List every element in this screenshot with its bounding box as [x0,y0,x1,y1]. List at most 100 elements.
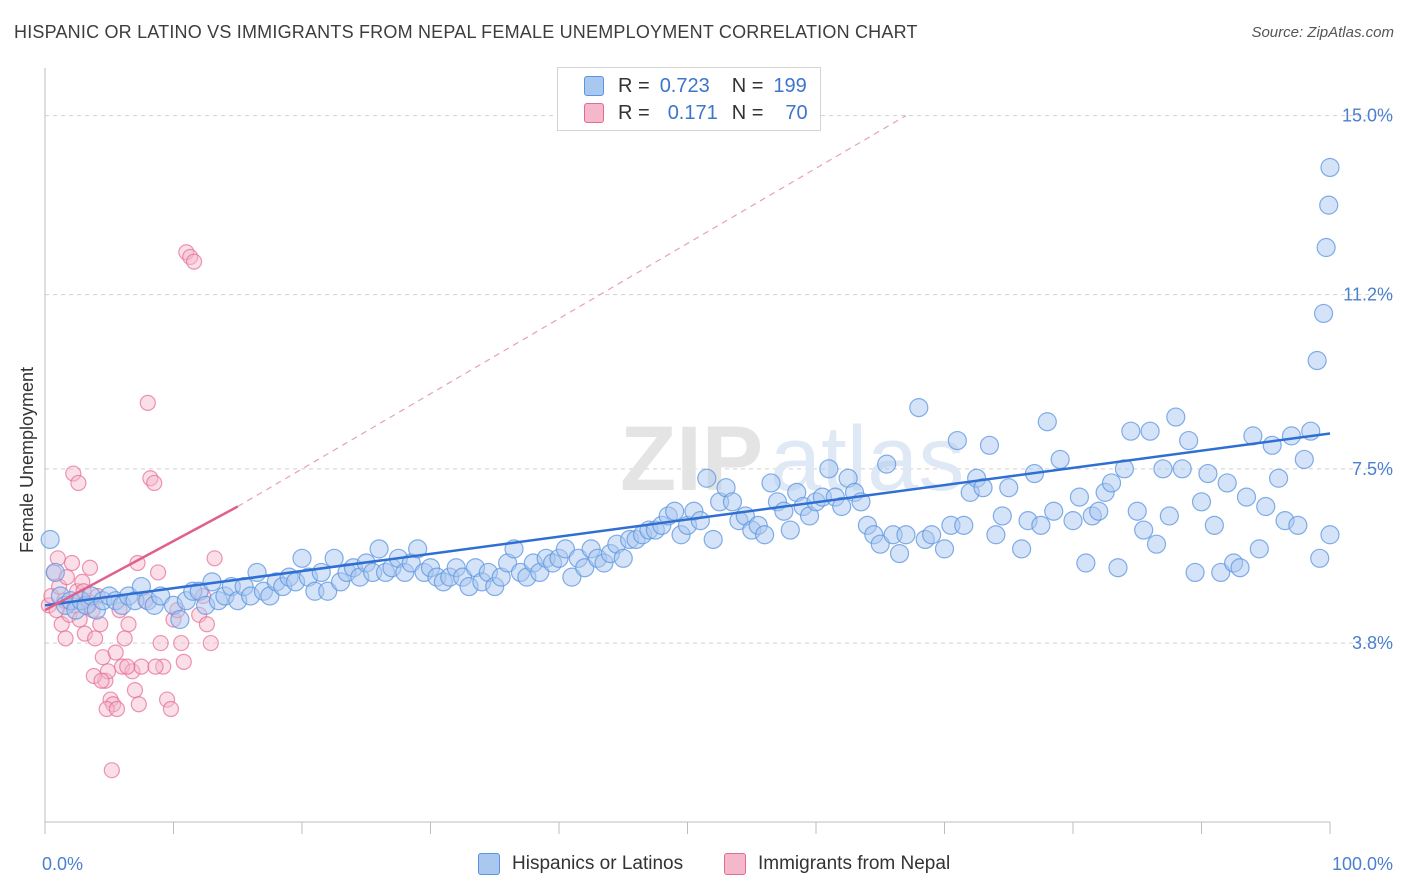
data-point-hispanic [877,454,897,474]
correlation-legend: R = 0.723 N = 199 R = 0.171 N = 70 [557,67,821,131]
data-point-hispanic [999,478,1019,498]
trend-line-hispanic [44,432,1331,607]
data-point-hispanic [1185,562,1205,583]
data-point-hispanic [324,548,344,568]
data-point-nepal [146,474,163,492]
data-point-hispanic [1198,463,1218,484]
data-point-nepal [93,672,110,689]
bottom-legend-label: Immigrants from Nepal [758,853,951,874]
watermark: ZIP [620,408,763,510]
data-point-hispanic [1063,511,1083,531]
legend-n-value: 70 [785,101,808,124]
data-point-hispanic [1262,435,1282,455]
data-point-hispanic [408,539,428,559]
data-point-nepal [70,474,87,492]
data-point-hispanic [1140,421,1160,441]
data-point-hispanic [318,581,338,601]
data-point-hispanic [722,492,743,512]
data-point-hispanic [819,459,839,479]
data-point-hispanic [1316,237,1336,258]
data-point-hispanic [1230,558,1250,578]
data-point-hispanic [934,539,955,559]
data-point-hispanic [1281,426,1302,446]
data-point-nepal [120,616,137,633]
data-point-hispanic [562,567,582,587]
data-point-hispanic [555,539,576,559]
data-point-nepal [108,700,126,718]
trend-line-nepal [44,505,239,612]
data-point-hispanic [889,543,910,564]
trend-lines [44,115,1331,612]
data-point-hispanic [1217,473,1237,493]
data-point-hispanic [1288,515,1308,535]
data-point-hispanic [870,534,890,554]
legend-r-value: 0.171 [667,101,718,124]
data-point-hispanic [1319,195,1339,215]
data-point-hispanic [575,558,595,578]
legend-r-label: R = [618,74,650,97]
data-point-hispanic [1044,501,1064,521]
tick-labels: 3.8% 7.5% 11.2% 15.0% 0.0% 100.0% Female Unemp… [17,106,1393,874]
data-point-hispanic [1236,487,1257,507]
data-point-hispanic [761,473,781,493]
data-point-hispanic [1011,539,1032,559]
data-point-hispanic [1134,520,1154,540]
data-point-nepal [65,465,82,482]
data-point-hispanic [754,525,775,545]
data-point-nepal [63,554,81,572]
data-point-nepal [57,630,74,647]
legend-row-hispanic: R = 0.723 N = 199 [584,74,807,98]
data-point-hispanic [954,515,974,535]
data-point-nepal [139,394,156,412]
data-point-hispanic [292,548,312,568]
bottom-legend-swatch-nepal [724,853,746,875]
data-point-nepal [202,634,219,652]
data-point-hispanic [896,525,916,545]
y-tick-label: 11.2% [1343,285,1393,305]
data-point-hispanic [1121,421,1141,441]
data-point-hispanic [1204,515,1224,535]
grid-lines [45,115,1390,644]
data-point-nepal [185,253,203,270]
legend-n-label: N = [731,74,764,97]
data-point-nepal [99,663,117,680]
data-point-hispanic [1031,515,1051,535]
legend-row-nepal: R = 0.171 N = 70 [584,101,808,125]
y-tick-label: 15.0% [1342,106,1393,126]
y-axis-title: Female Unemployment [17,367,37,553]
bottom-legend-label: Hispanics or Latinos [512,853,684,874]
data-point-hispanic [1313,303,1334,324]
data-point-hispanic [1159,506,1179,526]
data-point-nepal [162,700,180,718]
data-point-hispanic [1172,459,1192,479]
chart-title: HISPANIC OR LATINO VS IMMIGRANTS FROM NE… [14,22,918,42]
data-point-hispanic [986,525,1006,545]
y-tick-label: 7.5% [1352,459,1393,479]
data-point-hispanic [1256,496,1276,517]
series-hispanic [40,157,1340,630]
data-point-hispanic [947,430,967,451]
data-point-nepal [119,658,136,675]
data-point-nepal [152,634,169,652]
data-point-nepal [130,696,147,713]
bottom-legend-nepal: Immigrants from Nepal [724,851,950,877]
data-point-hispanic [992,506,1012,526]
data-point-nepal [149,564,167,581]
data-point-hispanic [1294,449,1314,470]
series-nepal [40,244,223,779]
y-tick-label: 3.8% [1352,633,1393,653]
data-point-hispanic [369,539,389,559]
data-point-nepal [173,634,190,652]
data-point-hispanic [665,501,685,521]
data-point-hispanic [697,468,717,488]
data-point-hispanic [1050,449,1070,470]
data-point-hispanic [1037,412,1057,432]
data-point-nepal [81,559,99,576]
data-point-hispanic [170,609,190,630]
data-point-hispanic [311,562,331,583]
data-point-nepal [147,658,164,675]
data-point-nepal [85,667,102,685]
data-point-hispanic [690,511,710,531]
data-point-hispanic [1089,501,1109,521]
